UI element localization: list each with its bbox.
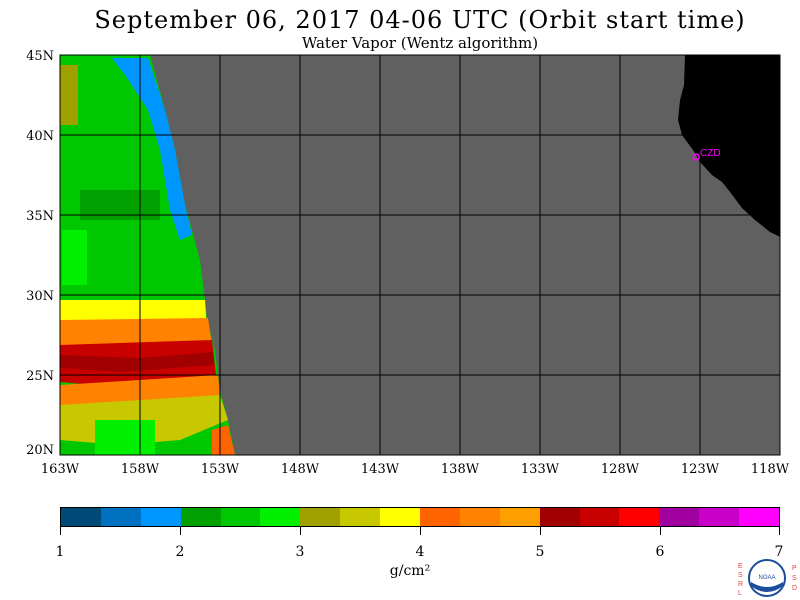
colorbar-tick	[660, 527, 661, 535]
station-marker	[692, 153, 700, 161]
lon-label: 158W	[120, 462, 160, 477]
colorbar-tick	[300, 527, 301, 535]
swath-darkred-band	[60, 352, 214, 372]
colorbar	[60, 507, 780, 527]
colorbar-tick	[60, 527, 61, 535]
colorbar-swatch	[100, 508, 141, 526]
land-mass	[678, 55, 780, 237]
colorbar-swatch	[659, 508, 700, 526]
colorbar-swatch	[739, 508, 780, 526]
swath-olive-patch	[60, 65, 78, 125]
colorbar-label: 6	[655, 544, 665, 560]
lon-label: 163W	[40, 462, 80, 477]
lon-label: 138W	[440, 462, 480, 477]
graticule	[60, 55, 780, 455]
lon-label: 123W	[680, 462, 720, 477]
lon-label: 153W	[200, 462, 240, 477]
colorbar-swatch	[260, 508, 301, 526]
colorbar-label: 2	[175, 544, 185, 560]
colorbar-swatch	[380, 508, 421, 526]
logo-left-letters: E	[738, 563, 743, 570]
colorbar-tick	[540, 527, 541, 535]
svg-text:R: R	[738, 581, 743, 588]
colorbar-tick	[420, 527, 421, 535]
lon-label: 128W	[600, 462, 640, 477]
page-subtitle: Water Vapor (Wentz algorithm)	[301, 34, 539, 52]
logo-center-text: NOAA	[758, 575, 775, 581]
map-frame	[59, 54, 781, 456]
logo-right-letters: P	[792, 565, 797, 572]
svg-text:S: S	[738, 572, 743, 579]
svg-text:D: D	[792, 585, 797, 592]
lat-label: 30N	[26, 289, 54, 304]
svg-text:S: S	[792, 575, 797, 582]
colorbar-swatch	[499, 508, 540, 526]
colorbar-swatch	[699, 508, 740, 526]
svg-text:L: L	[738, 590, 742, 597]
colorbar-swatch	[340, 508, 381, 526]
colorbar-label: 1	[55, 544, 65, 560]
colorbar-label: 5	[535, 544, 545, 560]
colorbar-swatch	[539, 508, 580, 526]
colorbar-swatch	[420, 508, 460, 526]
lon-label: 143W	[360, 462, 400, 477]
swath-green-low	[95, 420, 155, 455]
colorbar-units: g/cm²	[389, 563, 431, 579]
lat-label: 20N	[26, 443, 54, 458]
noaa-logo-icon: E S R L P S D NOAA	[738, 559, 797, 597]
lat-label: 40N	[26, 129, 54, 144]
swath-bright-green	[62, 230, 87, 285]
swath-blue-stripe	[112, 58, 192, 240]
colorbar-label: 3	[295, 544, 305, 560]
station-label: CZD	[700, 148, 721, 159]
colorbar-label: 7	[774, 544, 784, 560]
page-title: September 06, 2017 04-06 UTC (Orbit star…	[94, 6, 746, 34]
swath-orange-edge	[212, 425, 235, 455]
lat-label: 35N	[26, 209, 54, 224]
lat-label: 45N	[26, 49, 54, 64]
colorbar-swatch	[300, 508, 341, 526]
colorbar-swatch	[579, 508, 620, 526]
colorbar-swatch	[140, 508, 181, 526]
lon-label: 118W	[750, 462, 790, 477]
lon-label: 133W	[520, 462, 560, 477]
colorbar-tick	[180, 527, 181, 535]
lat-label: 25N	[26, 369, 54, 384]
colorbar-swatch	[180, 508, 221, 526]
colorbar-swatch	[61, 508, 101, 526]
colorbar-label: 4	[415, 544, 425, 560]
colorbar-swatch	[619, 508, 660, 526]
colorbar-swatch	[220, 508, 261, 526]
colorbar-swatch	[459, 508, 500, 526]
lon-label: 148W	[280, 462, 320, 477]
colorbar-tick	[779, 527, 780, 535]
